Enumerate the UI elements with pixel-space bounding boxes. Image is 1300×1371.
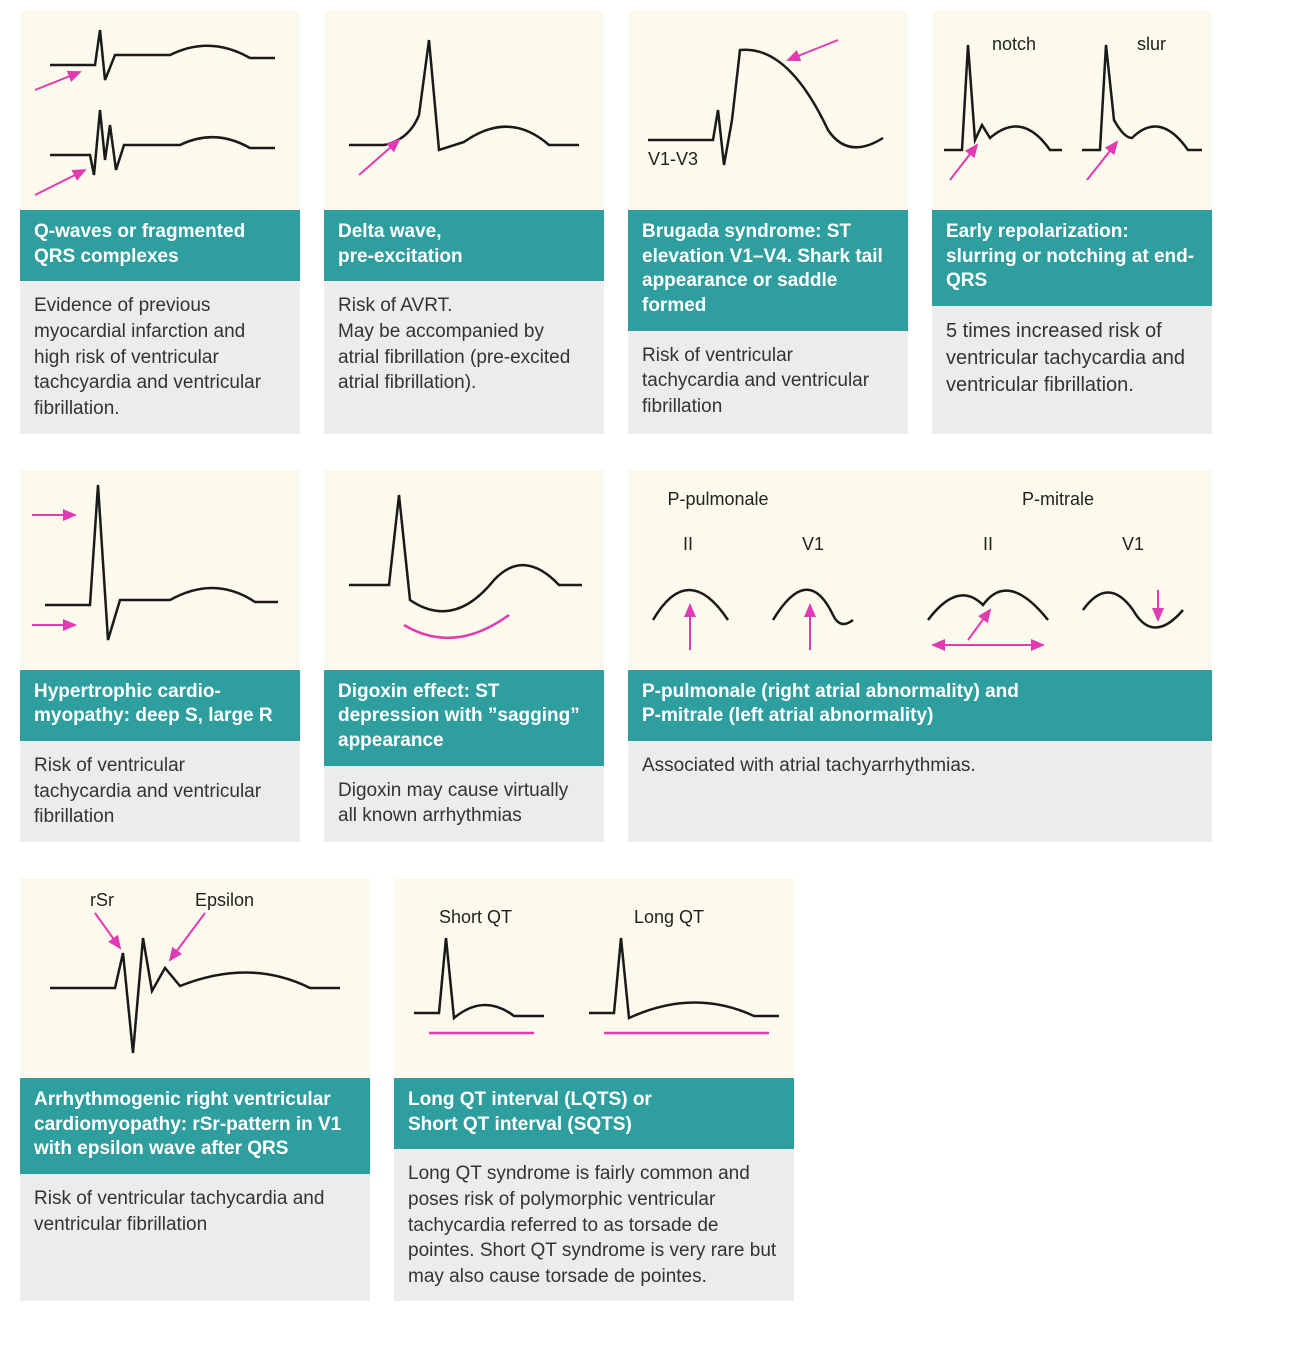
card-hcm: Hypertrophic cardio- myopathy: deep S, l… [20,470,300,842]
row-2: Hypertrophic cardio- myopathy: deep S, l… [20,470,1280,842]
diagram-early-repol: notch slur [932,10,1212,210]
title-brugada: Brugada syndrome: ST elevation V1–V4. Sh… [628,210,908,331]
diagram-hcm [20,470,300,670]
card-brugada: V1-V3 Brugada syndrome: ST elevation V1–… [628,10,908,434]
row-1: Q-waves or fragmented QRS complexes Evid… [20,10,1280,434]
label-rsr: rSr [90,890,114,910]
row-3: rSr Epsilon Arrhythmogenic right ventric… [20,878,1280,1302]
title-qt: Long QT interval (LQTS) or Short QT inte… [394,1078,794,1149]
label-shortqt: Short QT [439,907,512,927]
card-early-repol: notch slur Early repolarization: slurrin… [932,10,1212,434]
body-qwaves: Evidence of previous myocardial infarcti… [20,281,300,433]
body-brugada: Risk of ventricular tachycardia and vent… [628,331,908,434]
label-brugada-lead: V1-V3 [648,149,698,169]
title-early-repol: Early repolarization: slurring or notchi… [932,210,1212,306]
title-p-abnormal: P-pulmonale (right atrial abnormality) a… [628,670,1212,741]
title-digoxin: Digoxin effect: ST depression with ”sagg… [324,670,604,766]
title-arvc: Arrhythmogenic right ventricular cardiom… [20,1078,370,1174]
label-pm-ii: II [983,534,993,554]
card-digoxin: Digoxin effect: ST depression with ”sagg… [324,470,604,842]
body-early-repol: 5 times increased risk of ventricular ta… [932,306,1212,434]
body-hcm: Risk of ventricular tachycardia and vent… [20,741,300,842]
label-notch: notch [992,34,1036,54]
diagram-arvc: rSr Epsilon [20,878,370,1078]
diagram-digoxin [324,470,604,670]
label-slur: slur [1137,34,1166,54]
label-pm-v1: V1 [1122,534,1144,554]
title-hcm: Hypertrophic cardio- myopathy: deep S, l… [20,670,300,741]
title-qwaves: Q-waves or fragmented QRS complexes [20,210,300,281]
label-pp-ii: II [683,534,693,554]
diagram-delta [324,10,604,210]
label-epsilon: Epsilon [195,890,254,910]
body-qt: Long QT syndrome is fairly common and po… [394,1149,794,1301]
diagram-qt: Short QT Long QT [394,878,794,1078]
card-p-abnormal: P-pulmonale P-mitrale II V1 II V1 [628,470,1212,842]
card-delta: Delta wave, pre-excitation Risk of AVRT.… [324,10,604,434]
diagram-brugada: V1-V3 [628,10,908,210]
label-longqt: Long QT [634,907,704,927]
diagram-p-abnormal: P-pulmonale P-mitrale II V1 II V1 [628,470,1212,670]
diagram-qwaves [20,10,300,210]
body-p-abnormal: Associated with atrial tachyarrhythmias. [628,741,1212,842]
card-qt: Short QT Long QT Long QT interval (LQTS)… [394,878,794,1302]
title-delta: Delta wave, pre-excitation [324,210,604,281]
label-pm: P-mitrale [1022,489,1094,509]
card-qwaves: Q-waves or fragmented QRS complexes Evid… [20,10,300,434]
label-pp-v1: V1 [802,534,824,554]
label-pp: P-pulmonale [667,489,768,509]
body-delta: Risk of AVRT. May be accompanied by atri… [324,281,604,433]
body-digoxin: Digoxin may cause virtually all known ar… [324,766,604,842]
card-arvc: rSr Epsilon Arrhythmogenic right ventric… [20,878,370,1302]
body-arvc: Risk of ventricular tachycardia and vent… [20,1174,370,1302]
